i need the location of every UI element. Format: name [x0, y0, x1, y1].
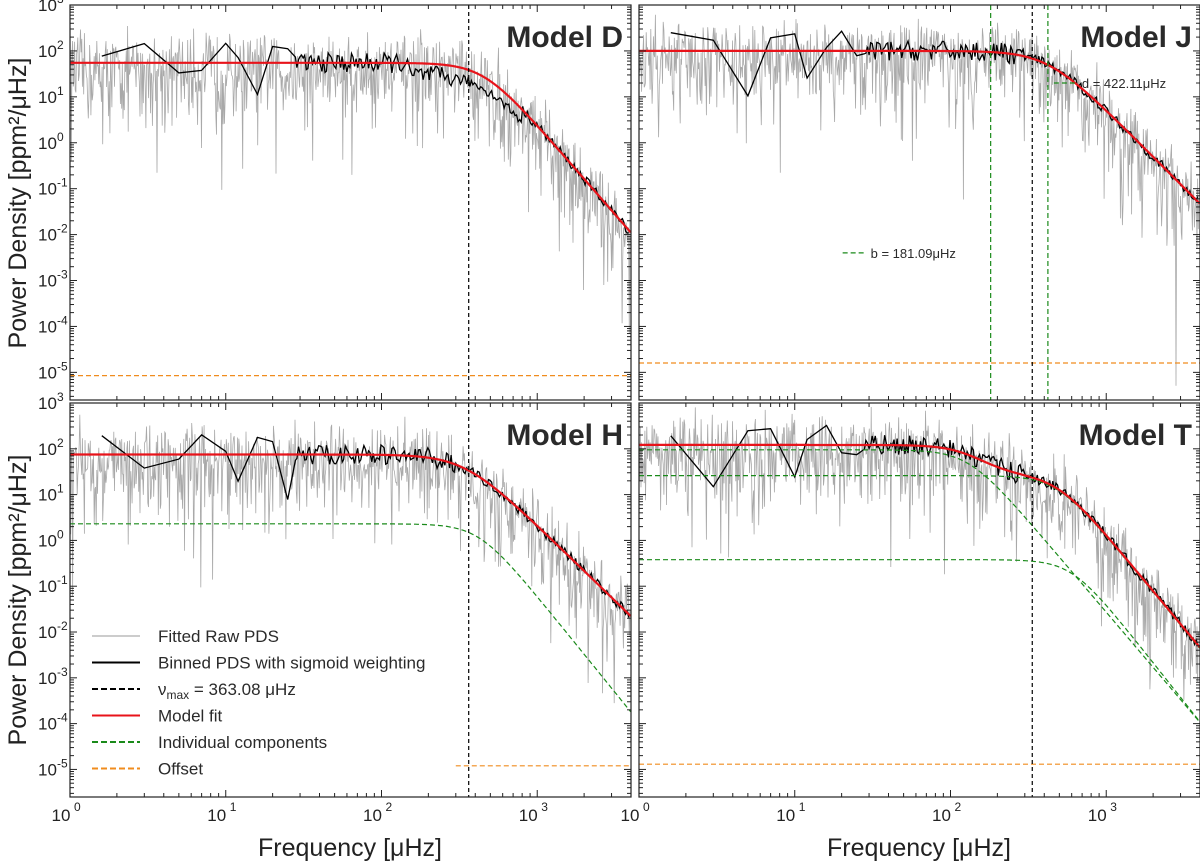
- model-fit-series: [639, 443, 1200, 648]
- y-tick-exponent: -4: [57, 711, 68, 725]
- component-1: [639, 449, 1200, 723]
- y-axis-title-bottom: Power Density [ppm²/μHz]: [4, 455, 32, 746]
- legend-label-numax: νmax = 363.08 μHz: [158, 680, 296, 702]
- y-tick-exponent: 0: [57, 130, 64, 144]
- y-tick-label: 10: [38, 669, 57, 688]
- panel-title: Model T: [1079, 419, 1192, 452]
- legend-label-model: Model fit: [158, 707, 223, 726]
- y-tick-label: 10: [38, 440, 57, 459]
- y-tick-exponent: 3: [57, 0, 64, 6]
- x-tick-label: 10: [363, 806, 382, 825]
- x-axis-title-left: Frequency [μHz]: [258, 834, 442, 862]
- x-tick-exponent: 0: [74, 800, 81, 814]
- x-tick-exponent: 1: [799, 800, 806, 814]
- x-tick-label: 10: [207, 806, 226, 825]
- raw-pds-series: [70, 25, 631, 334]
- x-tick-label: 10: [52, 806, 71, 825]
- y-tick-label: 10: [38, 623, 57, 642]
- panel-model-d: 10-510-410-310-210-1100101102103Model D: [38, 0, 632, 401]
- y-tick-label: 10: [38, 42, 57, 61]
- panel-frame: [69, 402, 632, 798]
- y-tick-label: 10: [38, 88, 57, 107]
- y-tick-label: 10: [38, 486, 57, 505]
- annot-b-label: b = 181.09μHz: [871, 246, 956, 261]
- y-tick-exponent: 2: [57, 38, 64, 52]
- y-axis-title-top: Power Density [ppm²/μHz]: [4, 58, 32, 349]
- y-tick-exponent: -2: [57, 222, 68, 236]
- y-tick-exponent: 3: [57, 390, 64, 404]
- y-tick-label: 10: [38, 531, 57, 550]
- y-tick-exponent: -1: [57, 573, 68, 587]
- raw-pds-series: [639, 14, 1200, 386]
- x-tick-exponent: 2: [954, 800, 961, 814]
- binned-pds-series: [101, 42, 629, 234]
- y-tick-label: 10: [38, 363, 57, 382]
- y-tick-exponent: -1: [57, 176, 68, 190]
- y-tick-exponent: -5: [57, 756, 68, 770]
- panel-title: Model D: [506, 21, 623, 54]
- x-axis-title-right: Frequency [μHz]: [827, 834, 1011, 862]
- y-tick-exponent: -4: [57, 313, 68, 327]
- x-tick-exponent: 1: [230, 800, 237, 814]
- x-tick-label: 10: [519, 806, 538, 825]
- ticks: [69, 4, 632, 400]
- y-tick-label: 10: [38, 317, 57, 336]
- y-tick-label: 10: [38, 226, 57, 245]
- model-fit-series: [70, 61, 631, 234]
- y-tick-exponent: 1: [57, 482, 64, 496]
- x-tick-label: 10: [776, 806, 795, 825]
- panel-title: Model H: [506, 419, 623, 452]
- x-tick-exponent: 2: [385, 800, 392, 814]
- panel-model-h: 10 -510 -410 -310 -210 -110 010 110 210 310 0 10 1 10…: [38, 390, 632, 825]
- component-1: [70, 523, 631, 713]
- y-tick-label: 10: [38, 394, 57, 413]
- x-tick-exponent: 3: [541, 800, 548, 814]
- y-tick-exponent: -3: [57, 665, 68, 679]
- y-tick-label: 10: [38, 0, 57, 15]
- y-tick-label: 10: [38, 134, 57, 153]
- legend: Fitted Raw PDS Binned PDS with sigmoid we…: [92, 627, 425, 779]
- legend-label-raw: Fitted Raw PDS: [158, 627, 279, 646]
- y-tick-exponent: 0: [57, 527, 64, 541]
- annot-d-label: d = 422.11μHz: [1082, 76, 1166, 91]
- legend-label-component: Individual components: [158, 733, 327, 752]
- ticks: [69, 402, 632, 797]
- y-tick-exponent: -5: [57, 359, 68, 373]
- y-tick-label: 10: [38, 760, 57, 779]
- y-tick-exponent: 1: [57, 84, 64, 98]
- panel-title: Model J: [1080, 21, 1192, 54]
- y-tick-exponent: -3: [57, 268, 68, 282]
- y-tick-exponent: -2: [57, 619, 68, 633]
- model-fit-series: [70, 453, 631, 617]
- legend-label-binned: Binned PDS with sigmoid weighting: [158, 654, 425, 673]
- y-tick-label: 10: [38, 272, 57, 291]
- x-tick-exponent: 0: [643, 800, 650, 814]
- y-tick-label: 10: [38, 715, 57, 734]
- binned-pds-series: [670, 424, 1199, 647]
- model-fit-series: [639, 49, 1200, 205]
- y-tick-label: 10: [38, 577, 57, 596]
- ticks: [638, 402, 1200, 797]
- raw-pds-series: [70, 414, 631, 704]
- x-tick-label: 10: [1088, 806, 1107, 825]
- ticks: [638, 4, 1200, 400]
- x-tick-exponent: 3: [1110, 800, 1117, 814]
- component-3: [639, 559, 1200, 722]
- x-tick-label: 10: [932, 806, 951, 825]
- y-tick-exponent: 2: [57, 436, 64, 450]
- panel-model-j: b = 181.09μHz d = 422.11μHz Model J: [638, 4, 1200, 401]
- legend-label-offset: Offset: [158, 760, 203, 779]
- y-tick-label: 10: [38, 180, 57, 199]
- x-tick-label: 10: [621, 806, 640, 825]
